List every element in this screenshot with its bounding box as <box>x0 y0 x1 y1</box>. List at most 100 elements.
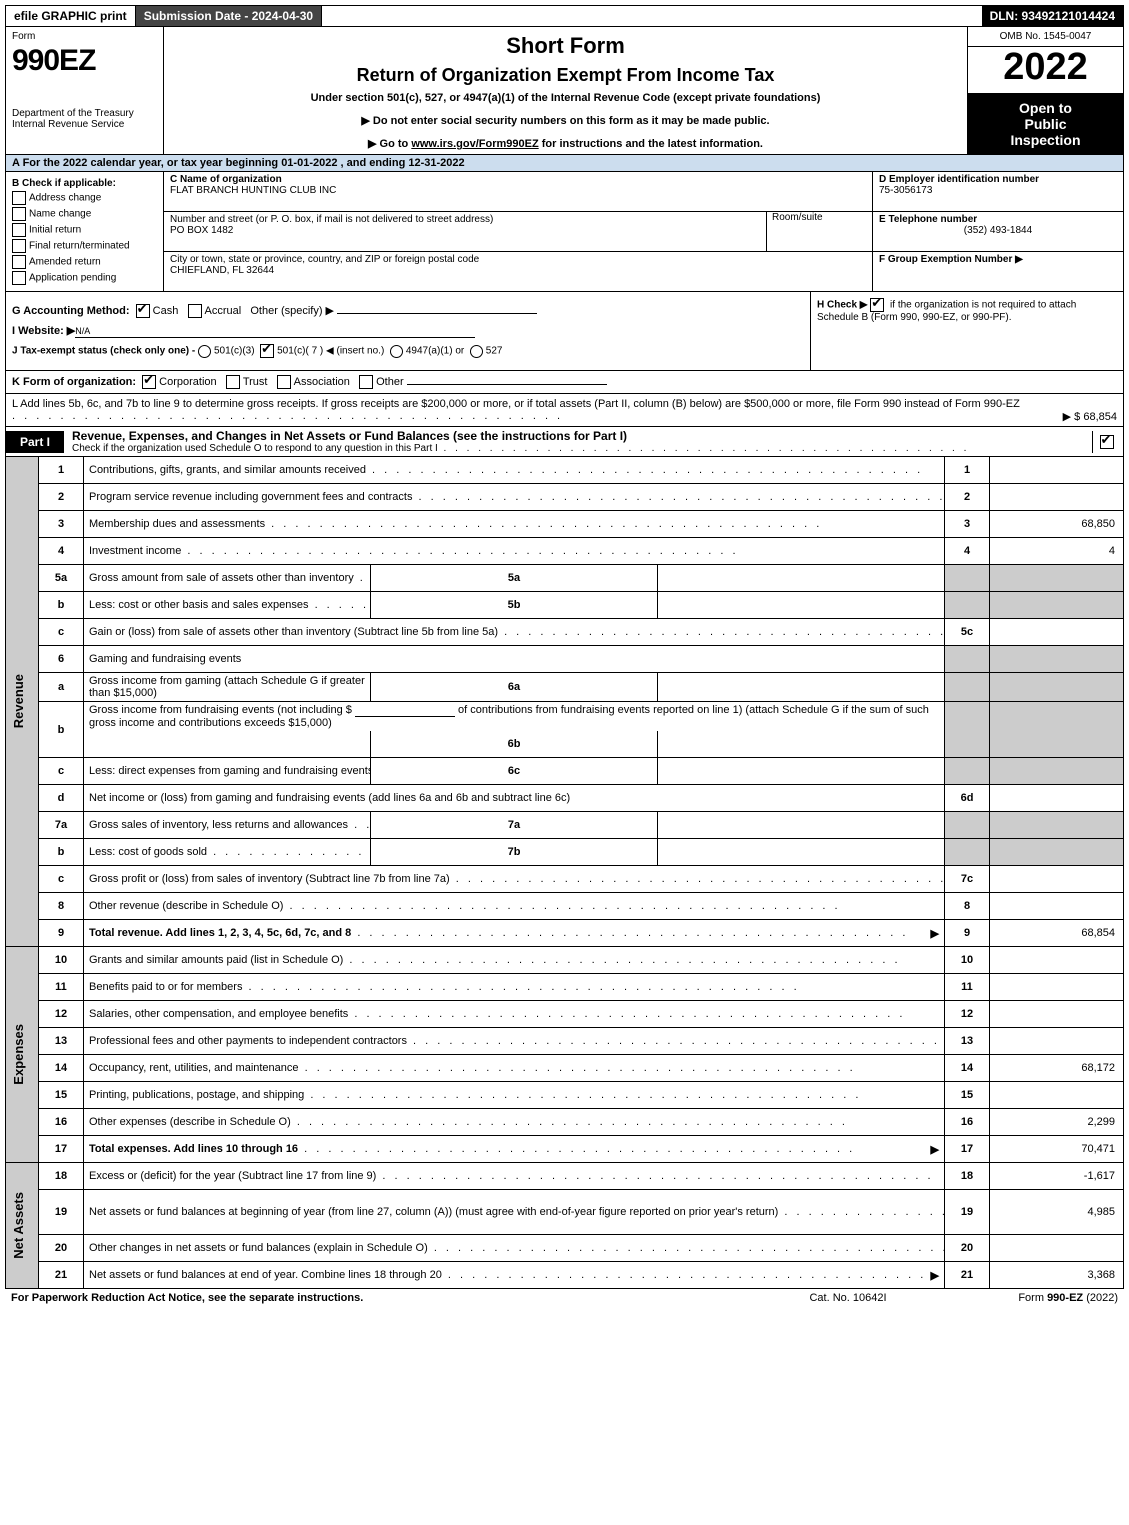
val-21: 3,368 <box>990 1262 1124 1289</box>
other-org-input[interactable] <box>407 384 607 385</box>
row-7c: c Gross profit or (loss) from sales of i… <box>6 866 1124 893</box>
under-section: Under section 501(c), 527, or 4947(a)(1)… <box>170 92 961 104</box>
room-label: Room/suite <box>772 212 823 223</box>
radio-501c3[interactable] <box>198 345 211 358</box>
footer-form: Form 990-EZ (2022) <box>948 1292 1118 1304</box>
row-7b: b Less: cost of goods sold 7b <box>6 839 1124 866</box>
check-name-change[interactable]: Name change <box>12 207 157 221</box>
row-8: 8 Other revenue (describe in Schedule O)… <box>6 893 1124 920</box>
check-association[interactable] <box>277 375 291 389</box>
check-schedule-b[interactable] <box>870 298 884 312</box>
fundraising-amount-input[interactable] <box>355 704 455 717</box>
check-501c[interactable] <box>260 344 274 358</box>
row-11: 11 Benefits paid to or for members 11 <box>6 974 1124 1001</box>
check-address-change[interactable]: Address change <box>12 191 157 205</box>
val-10 <box>990 947 1124 974</box>
check-other-org[interactable] <box>359 375 373 389</box>
revenue-sidebar: Revenue <box>11 674 26 728</box>
subval-5b <box>658 592 945 619</box>
open-line2: Public <box>972 116 1119 132</box>
city-row: City or town, state or province, country… <box>164 252 872 291</box>
row-18: Net Assets 18 Excess or (deficit) for th… <box>6 1163 1124 1190</box>
phone-label: E Telephone number <box>879 214 1117 225</box>
val-9: 68,854 <box>990 920 1124 947</box>
row-12: 12 Salaries, other compensation, and emp… <box>6 1001 1124 1028</box>
radio-527[interactable] <box>470 345 483 358</box>
row-10: Expenses 10 Grants and similar amounts p… <box>6 947 1124 974</box>
part1-title: Revenue, Expenses, and Changes in Net As… <box>64 427 1092 456</box>
topbar-spacer <box>322 6 981 26</box>
check-cash[interactable] <box>136 304 150 318</box>
val-17: 70,471 <box>990 1136 1124 1163</box>
row-16: 16 Other expenses (describe in Schedule … <box>6 1109 1124 1136</box>
tax-exempt-row: J Tax-exempt status (check only one) - 5… <box>12 344 804 358</box>
i-label: I Website: ▶ <box>12 325 75 337</box>
row-13: 13 Professional fees and other payments … <box>6 1028 1124 1055</box>
val-6d <box>990 785 1124 812</box>
website-row: I Website: ▶N/A <box>12 324 804 338</box>
footer-notice: For Paperwork Reduction Act Notice, see … <box>11 1292 748 1304</box>
open-to-public: Open to Public Inspection <box>968 94 1123 154</box>
l-amount: ▶ $ 68,854 <box>1063 410 1117 423</box>
row-6b: b Gross income from fundraising events (… <box>6 702 1124 732</box>
group-row: F Group Exemption Number ▶ <box>873 252 1123 291</box>
instr-goto: ▶ Go to www.irs.gov/Form990EZ for instru… <box>170 137 961 150</box>
subval-6c <box>658 758 945 785</box>
ein-value: 75-3056173 <box>879 185 1117 196</box>
dept-treasury: Department of the Treasury <box>12 108 157 119</box>
section-k: K Form of organization: Corporation Trus… <box>5 371 1124 394</box>
row-6d: d Net income or (loss) from gaming and f… <box>6 785 1124 812</box>
val-11 <box>990 974 1124 1001</box>
row-1: Revenue 1 Contributions, gifts, grants, … <box>6 457 1124 484</box>
row-6c: c Less: direct expenses from gaming and … <box>6 758 1124 785</box>
dept-irs: Internal Revenue Service <box>12 119 157 130</box>
check-trust[interactable] <box>226 375 240 389</box>
ghij-left: G Accounting Method: Cash Accrual Other … <box>6 292 810 370</box>
subval-6b <box>658 731 945 758</box>
row-19: 19 Net assets or fund balances at beginn… <box>6 1190 1124 1235</box>
section-ghij: G Accounting Method: Cash Accrual Other … <box>5 292 1124 371</box>
check-application-pending[interactable]: Application pending <box>12 271 157 285</box>
row-3: 3 Membership dues and assessments 3 68,8… <box>6 511 1124 538</box>
efile-label[interactable]: efile GRAPHIC print <box>6 6 136 26</box>
row-5c: c Gain or (loss) from sale of assets oth… <box>6 619 1124 646</box>
val-13 <box>990 1028 1124 1055</box>
check-amended-return[interactable]: Amended return <box>12 255 157 269</box>
row-6a: a Gross income from gaming (attach Sched… <box>6 673 1124 702</box>
val-12 <box>990 1001 1124 1028</box>
org-name: FLAT BRANCH HUNTING CLUB INC <box>170 185 336 196</box>
subval-6a <box>658 673 945 702</box>
subval-7a <box>658 812 945 839</box>
org-name-row: C Name of organization FLAT BRANCH HUNTI… <box>164 172 872 212</box>
irs-link[interactable]: www.irs.gov/Form990EZ <box>411 138 538 150</box>
other-method-input[interactable] <box>337 313 537 314</box>
topbar: efile GRAPHIC print Submission Date - 20… <box>5 5 1124 27</box>
radio-4947[interactable] <box>390 345 403 358</box>
part1-header: Part I Revenue, Expenses, and Changes in… <box>5 427 1124 457</box>
section-l: L Add lines 5b, 6c, and 7b to line 9 to … <box>5 394 1124 427</box>
page-footer: For Paperwork Reduction Act Notice, see … <box>5 1289 1124 1307</box>
row-6: 6 Gaming and fundraising events <box>6 646 1124 673</box>
section-h: H Check ▶ if the organization is not req… <box>810 292 1123 370</box>
row-17: 17 Total expenses. Add lines 10 through … <box>6 1136 1124 1163</box>
row-14: 14 Occupancy, rent, utilities, and maint… <box>6 1055 1124 1082</box>
part1-check[interactable] <box>1092 431 1123 453</box>
part1-label: Part I <box>6 431 64 453</box>
row-7a: 7a Gross sales of inventory, less return… <box>6 812 1124 839</box>
return-title: Return of Organization Exempt From Incom… <box>170 65 961 86</box>
group-label: F Group Exemption Number ▶ <box>879 254 1023 265</box>
check-accrual[interactable] <box>188 304 202 318</box>
b-label: B Check if applicable: <box>12 178 157 189</box>
row-21: 21 Net assets or fund balances at end of… <box>6 1262 1124 1289</box>
check-final-return[interactable]: Final return/terminated <box>12 239 157 253</box>
check-corporation[interactable] <box>142 375 156 389</box>
check-initial-return[interactable]: Initial return <box>12 223 157 237</box>
ein-row: D Employer identification number 75-3056… <box>873 172 1123 212</box>
street-label: Number and street (or P. O. box, if mail… <box>170 214 493 225</box>
header-center: Short Form Return of Organization Exempt… <box>164 27 967 154</box>
netassets-sidebar: Net Assets <box>11 1192 26 1259</box>
website-value: N/A <box>75 326 90 336</box>
subval-5a <box>658 565 945 592</box>
val-16: 2,299 <box>990 1109 1124 1136</box>
street-value: PO BOX 1482 <box>170 225 233 236</box>
